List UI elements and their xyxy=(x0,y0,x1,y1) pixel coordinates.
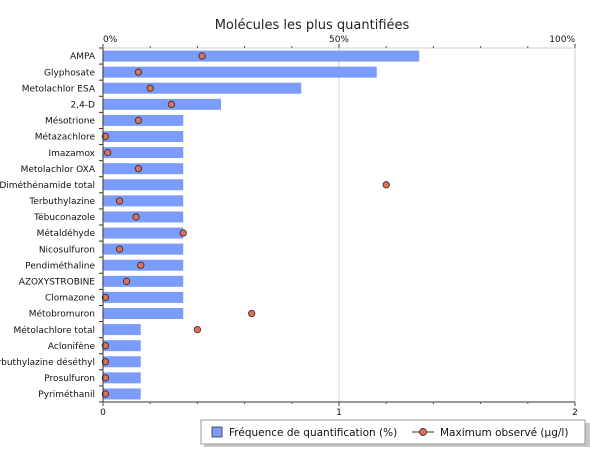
top-tick-label: 0% xyxy=(103,35,118,45)
category-label: Métaldéhyde xyxy=(37,228,96,239)
bar xyxy=(103,82,302,94)
bar xyxy=(103,98,221,110)
bar xyxy=(103,114,184,126)
category-label: Metolachlor ESA xyxy=(22,84,96,94)
top-tick-label: 50% xyxy=(329,35,349,45)
marker xyxy=(134,165,143,173)
bar xyxy=(103,291,184,303)
bar xyxy=(103,324,141,336)
category-label: Terbuthylazine xyxy=(28,197,95,207)
bar xyxy=(103,227,184,239)
bar xyxy=(103,211,184,223)
marker xyxy=(101,390,110,398)
bottom-tick-label: 2 xyxy=(572,408,578,418)
category-label: Diméthénamide total xyxy=(0,180,95,191)
legend-label-maximum: Maximum observé (µg/l) xyxy=(440,427,568,439)
legend-bar-swatch xyxy=(211,426,223,438)
bars xyxy=(103,50,420,400)
category-label: Clomazone xyxy=(45,294,96,304)
category-label: Nicosulfuron xyxy=(39,245,95,255)
marker xyxy=(115,197,124,205)
legend-marker-swatch xyxy=(419,428,427,436)
marker xyxy=(101,293,110,302)
category-label: AZOXYSTROBINE xyxy=(19,278,96,288)
bottom-tick-label: 0 xyxy=(100,408,106,418)
bar xyxy=(103,308,184,319)
markers xyxy=(101,52,390,398)
marker xyxy=(104,148,112,157)
category-label: Pendiméthaline xyxy=(25,260,95,271)
bar xyxy=(103,50,420,62)
marker xyxy=(146,84,154,92)
bar xyxy=(103,66,377,78)
legend-label-frequency: Fréquence de quantification (%) xyxy=(229,427,397,439)
bar xyxy=(103,372,141,384)
category-labels: AMPA Glyphosate Metolachlor ESA 2,4-D Mésotr… xyxy=(0,52,96,400)
category-label: 2,4-D xyxy=(71,101,96,111)
bar xyxy=(103,340,141,352)
legend-box xyxy=(200,419,586,445)
category-label: Imazamox xyxy=(49,149,96,159)
category-label: Tébuconazole xyxy=(33,212,95,223)
legend[interactable]: Fréquence de quantification (%) Maximum o… xyxy=(200,419,590,447)
bar xyxy=(103,243,184,255)
bar xyxy=(103,356,141,368)
category-label: Pyriméthanil xyxy=(38,389,95,400)
bottom-tick-label: 1 xyxy=(336,408,342,418)
category-label: Mésotrione xyxy=(45,116,95,127)
top-tick-label: 100% xyxy=(549,35,575,45)
marker xyxy=(193,325,202,334)
marker xyxy=(179,229,187,237)
bar xyxy=(103,275,184,287)
marker xyxy=(101,342,110,350)
bar xyxy=(103,195,184,207)
axes: 0% 50% 100% 0 1 2 xyxy=(99,35,578,418)
category-label: AMPA xyxy=(70,52,96,62)
category-label: Prosulfuron xyxy=(44,374,95,384)
marker xyxy=(134,116,143,125)
marker xyxy=(198,52,206,60)
bar xyxy=(103,179,184,191)
category-label: Métazachlore xyxy=(35,132,96,143)
marker xyxy=(167,100,176,108)
marker xyxy=(382,181,390,189)
marker xyxy=(248,309,256,318)
bar xyxy=(103,147,184,159)
marker xyxy=(101,132,110,141)
marker xyxy=(132,213,140,221)
marker xyxy=(115,245,124,253)
category-label: Terbuthylazine déséthyl xyxy=(0,357,95,368)
marker xyxy=(122,277,131,285)
marker xyxy=(101,358,110,366)
category-label: Metolachlor OXA xyxy=(21,165,96,175)
marker xyxy=(137,261,145,269)
bar xyxy=(103,131,184,142)
bar xyxy=(103,388,141,400)
category-label: Aclonifène xyxy=(48,341,96,352)
marker xyxy=(101,374,110,382)
category-label: Métobromuron xyxy=(29,309,95,320)
category-label: Glyphosate xyxy=(44,68,95,78)
chart-title: Molécules les plus quantifiées xyxy=(215,18,410,33)
category-label: Métolachlore total xyxy=(14,325,96,336)
marker xyxy=(134,68,143,76)
bar xyxy=(103,163,184,175)
